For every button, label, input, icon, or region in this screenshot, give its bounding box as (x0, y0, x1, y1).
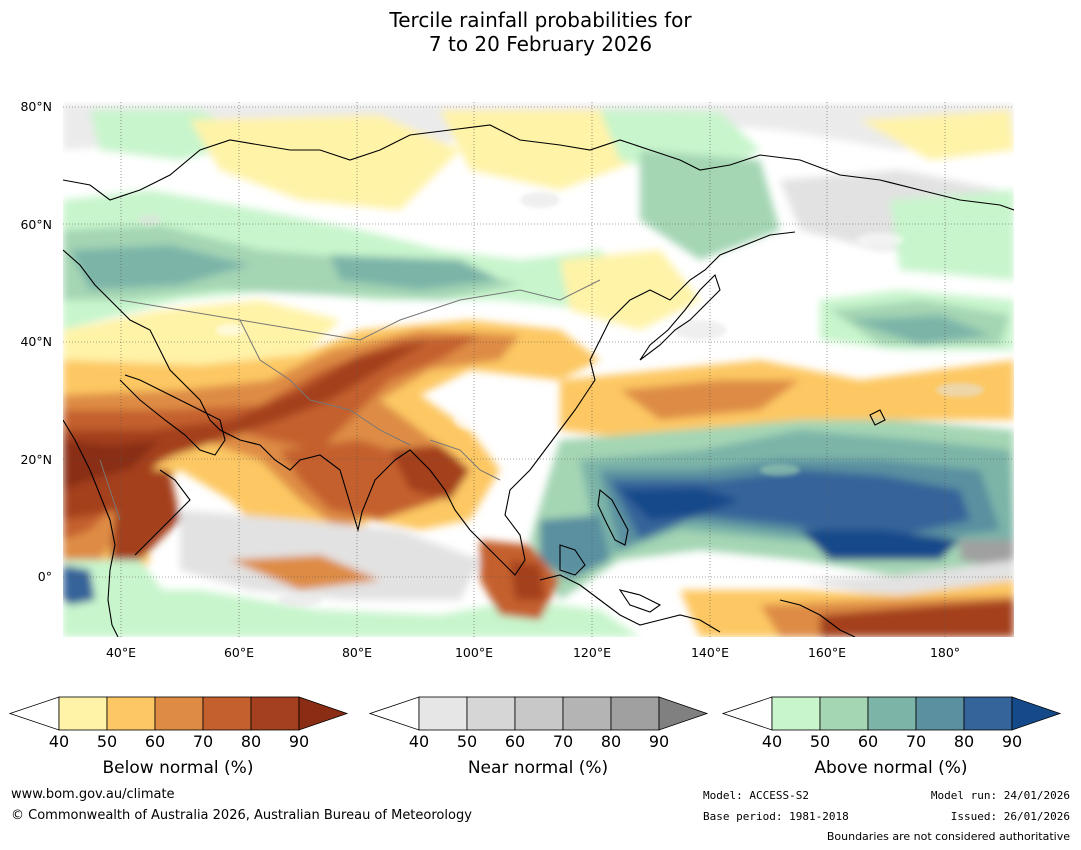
legend-near-tick-70: 70 (553, 732, 573, 751)
legend-near-swatch-80 (610, 696, 660, 731)
legend-below-title: Below normal (%) (102, 758, 254, 778)
lat-label-60n: 60°N (20, 217, 52, 232)
legend-near-title: Near normal (%) (467, 758, 609, 778)
lat-label-0: 0° (38, 569, 52, 584)
coastlines (63, 124, 1014, 637)
legend-above-normal: 40 50 60 70 80 90 (721, 696, 1062, 751)
legend-above-swatch-80 (963, 696, 1013, 731)
legend-near-tick-50: 50 (457, 732, 477, 751)
legend-below-tick-40: 40 (49, 732, 69, 751)
legend-near-high-triangle (658, 696, 709, 731)
lon-label-60e: 60°E (224, 645, 254, 660)
legend-above-swatch-40 (771, 696, 821, 731)
map-title: Tercile rainfall probabilities for 7 to … (0, 8, 1081, 56)
legend-bars: 40 50 60 70 80 90 40 50 60 70 80 90 40 50 60 70 80 90 (8, 696, 1062, 751)
legend-below-tick-70: 70 (193, 732, 213, 751)
legend-below-tick-60: 60 (145, 732, 165, 751)
legend-above-low-triangle (721, 696, 773, 731)
legend-near-low-triangle (368, 696, 420, 731)
rainfall-probability-map: 80°N 60°N 40°N 20°N 0° 40°E 60°E 80°E 10… (20, 99, 1014, 660)
footer-copyright: © Commonwealth of Australia 2026, Austra… (11, 808, 472, 823)
legend-below-tick-90: 90 (289, 732, 309, 751)
footer-model-run: Model run: 24/01/2026 (930, 789, 1070, 802)
lat-label-40n: 40°N (20, 334, 52, 349)
legend-above-swatch-50 (819, 696, 869, 731)
probability-field (63, 102, 1014, 637)
lon-label-40e: 40°E (106, 645, 136, 660)
lon-label-120e: 120°E (573, 645, 611, 660)
legend-below-high-triangle (298, 696, 349, 731)
footer-disclaimer: Boundaries are not considered authoritat… (826, 830, 1070, 843)
legend-near-tick-90: 90 (649, 732, 669, 751)
legend-near-swatch-50 (466, 696, 516, 731)
legend-below-swatch-70 (202, 696, 252, 731)
legend-below-normal: 40 50 60 70 80 90 (8, 696, 349, 751)
lat-label-20n: 20°N (20, 452, 52, 467)
legend-above-tick-70: 70 (906, 732, 926, 751)
country-borders (99, 279, 601, 521)
legend-near-swatch-40 (418, 696, 468, 731)
legend-near-normal: 40 50 60 70 80 90 (368, 696, 709, 751)
lon-label-80e: 80°E (342, 645, 372, 660)
title-line-2: 7 to 20 February 2026 (428, 32, 653, 56)
legend-near-swatch-60 (514, 696, 564, 731)
legend-near-tick-40: 40 (409, 732, 429, 751)
legend-above-tick-60: 60 (858, 732, 878, 751)
legend-below-tick-80: 80 (241, 732, 261, 751)
legend-near-tick-60: 60 (505, 732, 525, 751)
legend-below-swatch-80 (250, 696, 300, 731)
lat-label-80n: 80°N (20, 99, 52, 114)
legend-above-title: Above normal (%) (814, 758, 968, 778)
legend-above-swatch-60 (867, 696, 917, 731)
footer-url[interactable]: www.bom.gov.au/climate (11, 787, 175, 802)
footer-base-period: Base period: 1981-2018 (703, 810, 849, 823)
lon-label-140e: 140°E (691, 645, 729, 660)
legend-near-swatch-70 (562, 696, 612, 731)
footer-model: Model: ACCESS-S2 (703, 789, 809, 802)
legend-above-tick-50: 50 (810, 732, 830, 751)
lon-label-100e: 100°E (455, 645, 493, 660)
footer-issued: Issued: 26/01/2026 (950, 810, 1070, 823)
legend-below-low-triangle (8, 696, 60, 731)
legend-below-tick-50: 50 (97, 732, 117, 751)
legend-above-high-triangle (1011, 696, 1062, 731)
legend-below-swatch-60 (154, 696, 204, 731)
legend-near-tick-80: 80 (601, 732, 621, 751)
legend-above-tick-80: 80 (954, 732, 974, 751)
legend-above-tick-90: 90 (1002, 732, 1022, 751)
lon-label-180: 180° (930, 645, 960, 660)
legend-above-tick-40: 40 (762, 732, 782, 751)
legend-above-swatch-70 (915, 696, 965, 731)
legend-below-swatch-40 (58, 696, 108, 731)
lon-label-160e: 160°E (808, 645, 846, 660)
title-line-1: Tercile rainfall probabilities for (389, 8, 692, 32)
legend-below-swatch-50 (106, 696, 156, 731)
